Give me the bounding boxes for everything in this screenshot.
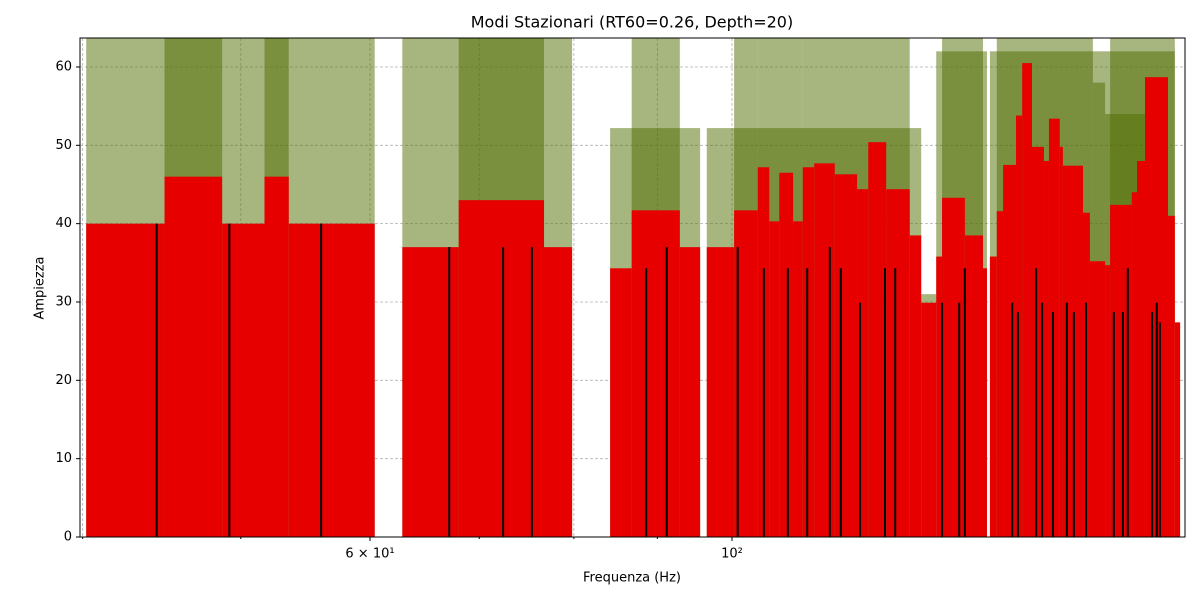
bar xyxy=(936,256,943,537)
bar xyxy=(1167,215,1175,537)
bar xyxy=(1105,265,1111,537)
y-tick-label: 30 xyxy=(55,294,72,309)
y-tick-label: 10 xyxy=(55,451,72,466)
bar xyxy=(631,210,680,537)
bar xyxy=(1031,146,1044,537)
bar xyxy=(1043,160,1049,537)
bar xyxy=(982,268,987,537)
bar xyxy=(1095,261,1106,537)
x-axis-label: Frequenza (Hz) xyxy=(583,571,681,586)
x-tick-label: 6 × 10¹ xyxy=(345,547,394,562)
bar xyxy=(1174,322,1181,537)
bar xyxy=(834,174,858,537)
bar xyxy=(706,247,735,537)
bar xyxy=(734,210,758,537)
bar xyxy=(1131,192,1138,537)
bar xyxy=(1059,146,1063,537)
y-tick-label: 40 xyxy=(55,216,72,231)
bar xyxy=(857,189,869,537)
bar xyxy=(264,176,289,537)
bar xyxy=(921,302,937,537)
bar xyxy=(793,221,803,537)
bar xyxy=(802,167,815,537)
bar xyxy=(1016,115,1023,537)
bar xyxy=(86,223,165,537)
bar xyxy=(1048,118,1060,537)
bar xyxy=(164,176,223,537)
bar xyxy=(544,247,573,537)
bar xyxy=(288,223,375,537)
bar xyxy=(679,247,701,537)
bar xyxy=(814,163,835,537)
bar xyxy=(1137,160,1145,537)
bar xyxy=(458,200,545,537)
bar xyxy=(909,235,922,537)
bar xyxy=(610,268,632,537)
y-tick-label: 0 xyxy=(64,530,72,545)
bar xyxy=(1089,261,1096,537)
x-tick-label: 10² xyxy=(721,547,743,562)
plot-frame xyxy=(79,37,1186,538)
bar xyxy=(1022,63,1032,537)
axes: 0 10 20 30 40 50 60 6 × 10¹ 10² xyxy=(55,59,742,561)
y-axis-label: Ampiezza xyxy=(33,256,48,319)
bar xyxy=(1110,204,1132,537)
y-tick-label: 50 xyxy=(55,138,72,153)
y-tick-label: 20 xyxy=(55,373,72,388)
bar xyxy=(942,197,965,537)
bar xyxy=(964,235,983,537)
bar xyxy=(886,189,910,537)
bar xyxy=(779,172,794,537)
chart-title: Modi Stazionari (RT60=0.26, Depth=20) xyxy=(471,13,793,32)
plot-area xyxy=(80,38,1185,537)
y-tick-label: 60 xyxy=(55,59,72,74)
bar xyxy=(996,211,1004,537)
bar xyxy=(769,221,780,537)
bar xyxy=(989,256,997,537)
bar xyxy=(1003,164,1017,537)
bar xyxy=(868,142,887,537)
